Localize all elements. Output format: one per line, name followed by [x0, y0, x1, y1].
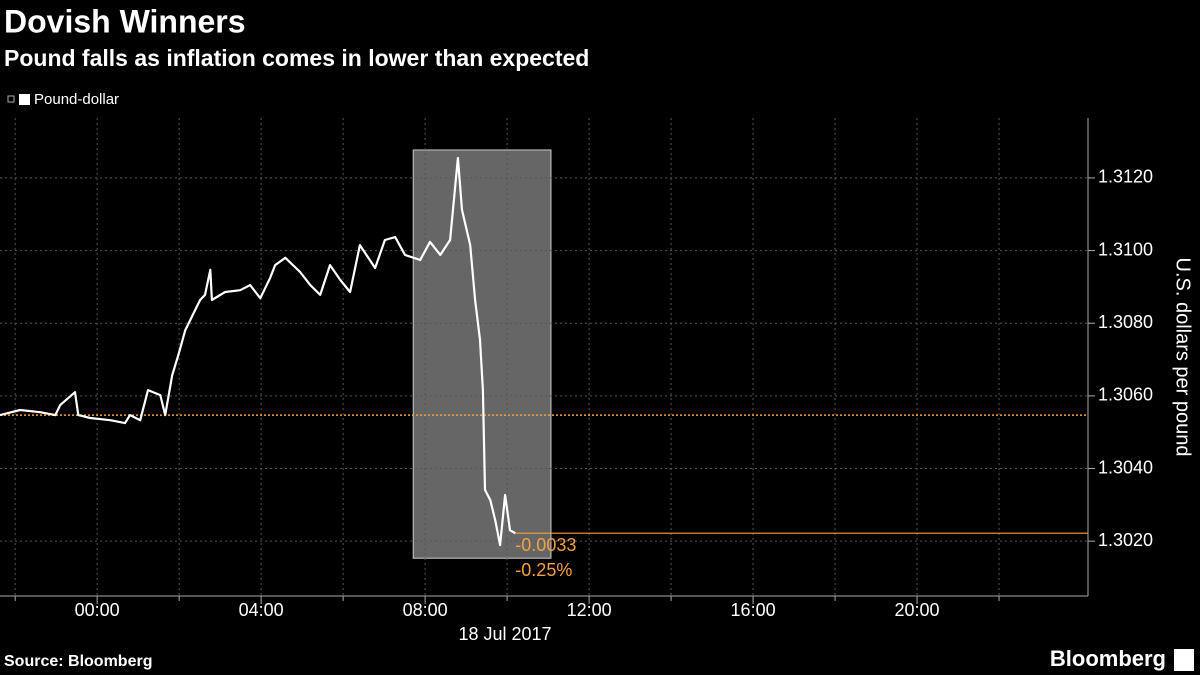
x-tick-label: 16:00: [731, 600, 776, 620]
change-label: -0.0033: [515, 535, 576, 555]
brand-icon: [1174, 649, 1194, 671]
highlight-box: [412, 149, 552, 559]
source: Source: Bloomberg: [4, 653, 152, 670]
x-tick-label: 00:00: [75, 600, 120, 620]
x-tick-label: 12:00: [567, 600, 612, 620]
x-tick-label: 04:00: [239, 600, 284, 620]
chart-subtitle: Pound falls as inflation comes in lower …: [4, 45, 589, 71]
x-tick-label: 20:00: [895, 600, 940, 620]
chart-title: Dovish Winners: [4, 3, 246, 39]
legend-icon: [7, 95, 15, 103]
brand-logo: Bloomberg: [1050, 646, 1166, 671]
y-tick-label: 1.3060: [1098, 385, 1153, 405]
y-tick-label: 1.3100: [1098, 239, 1153, 259]
y-tick-label: 1.3040: [1098, 457, 1153, 477]
y-tick-label: 1.3080: [1098, 312, 1153, 332]
x-tick-label: 08:00: [403, 600, 448, 620]
change-label: -0.25%: [515, 560, 572, 580]
legend-label: Pound-dollar: [34, 91, 119, 108]
y-axis-label: U.S. dollars per pound: [1172, 257, 1194, 456]
x-axis-label: 18 Jul 2017: [458, 624, 551, 644]
y-tick-label: 1.3020: [1098, 530, 1153, 550]
legend-swatch: [19, 94, 30, 105]
price-line: [0, 156, 516, 547]
y-tick-label: 1.3120: [1098, 167, 1153, 187]
